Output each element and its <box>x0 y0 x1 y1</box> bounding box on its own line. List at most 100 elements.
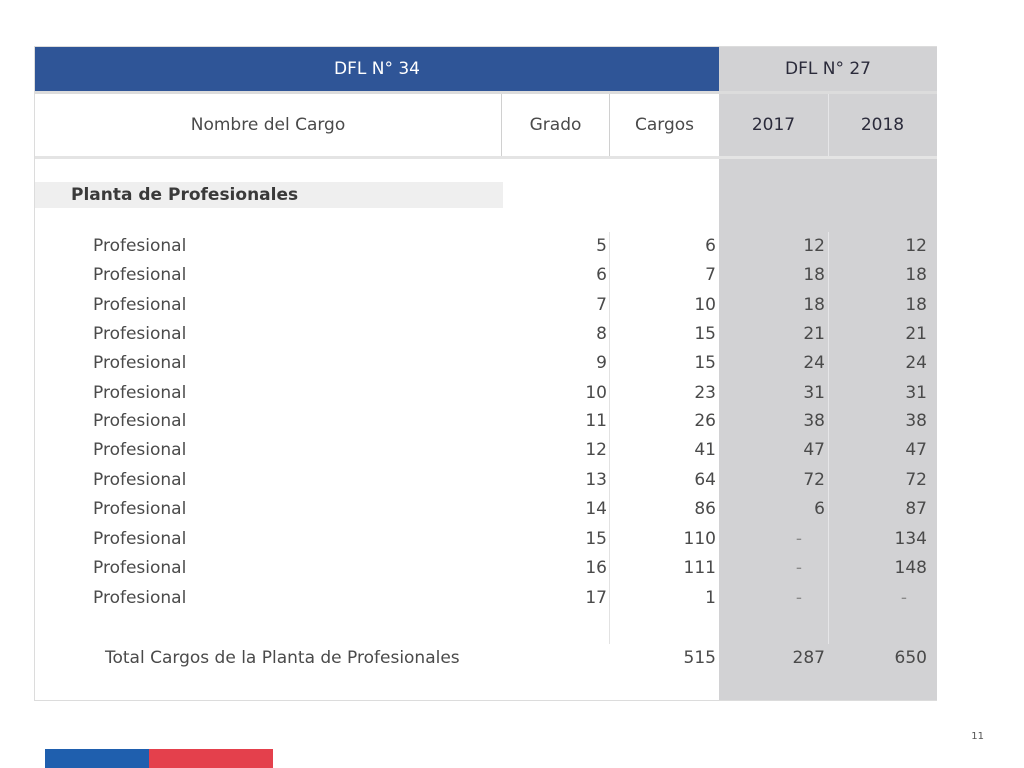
cell-cargos: 10 <box>694 295 716 315</box>
cell-grado: 11 <box>585 411 607 431</box>
cell-2017: 21 <box>803 324 825 344</box>
section-title: Planta de Profesionales <box>71 185 299 205</box>
table-row: Profesional 10 23 31 31 <box>35 379 937 408</box>
dfl27-header-title: DFL N° 27 <box>785 59 871 79</box>
cell-name: Profesional <box>93 353 187 373</box>
table-row: Profesional 8 15 21 21 <box>35 320 937 349</box>
col-header-2018: 2018 <box>860 115 905 135</box>
cell-2017: 38 <box>803 411 825 431</box>
column-divider <box>501 94 502 156</box>
cell-2018: - <box>900 588 907 608</box>
table-row: Profesional 6 7 18 18 <box>35 261 937 290</box>
cell-2018: 72 <box>905 470 927 490</box>
column-header-divider <box>35 156 937 159</box>
cell-name: Profesional <box>93 440 187 460</box>
cell-name: Profesional <box>93 236 187 256</box>
flag-stripe-red <box>149 749 273 768</box>
table-row: Profesional 7 10 18 18 <box>35 291 937 320</box>
table-row: Profesional 5 6 12 12 <box>35 232 937 261</box>
cell-name: Profesional <box>93 295 187 315</box>
cell-2018: 134 <box>894 529 927 549</box>
cell-cargos: 23 <box>694 383 716 403</box>
cell-2018: 47 <box>905 440 927 460</box>
cell-name: Profesional <box>93 558 187 578</box>
cell-cargos: 1 <box>705 588 716 608</box>
cell-grado: 8 <box>596 324 607 344</box>
cell-name: Profesional <box>93 499 187 519</box>
dfl34-header: DFL N° 34 <box>35 47 719 91</box>
cell-2017: 12 <box>803 236 825 256</box>
cell-grado: 13 <box>585 470 607 490</box>
cell-cargos: 7 <box>705 265 716 285</box>
cell-name: Profesional <box>93 470 187 490</box>
dfl27-header: DFL N° 27 <box>719 47 937 91</box>
table-row: Profesional 12 41 47 47 <box>35 436 937 465</box>
cell-grado: 16 <box>585 558 607 578</box>
cell-cargos: 64 <box>694 470 716 490</box>
total-2018: 650 <box>894 648 927 668</box>
total-2017: 287 <box>792 648 825 668</box>
total-label: Total Cargos de la Planta de Profesional… <box>105 648 460 668</box>
cell-name: Profesional <box>93 411 187 431</box>
cell-name: Profesional <box>93 265 187 285</box>
column-divider <box>609 232 610 644</box>
page-number: 11 <box>971 731 984 742</box>
cell-2017: - <box>795 558 802 578</box>
cell-cargos: 86 <box>694 499 716 519</box>
cell-grado: 9 <box>596 353 607 373</box>
cell-2017: 6 <box>814 499 825 519</box>
cell-2018: 87 <box>905 499 927 519</box>
table-row: Profesional 17 1 - - <box>35 584 937 613</box>
cell-cargos: 111 <box>683 558 716 578</box>
col-header-cargos: Cargos <box>634 115 695 135</box>
cell-grado: 5 <box>596 236 607 256</box>
table-row: Profesional 13 64 72 72 <box>35 466 937 495</box>
cell-grado: 15 <box>585 529 607 549</box>
col-header-name: Nombre del Cargo <box>190 115 346 135</box>
cell-2018: 18 <box>905 265 927 285</box>
table-row: Profesional 11 26 38 38 <box>35 407 937 436</box>
section-band <box>35 182 503 208</box>
flag-stripe-blue <box>45 749 149 768</box>
table-row: Profesional 9 15 24 24 <box>35 349 937 378</box>
cell-2017: 24 <box>803 353 825 373</box>
cell-cargos: 15 <box>694 324 716 344</box>
cell-grado: 6 <box>596 265 607 285</box>
cell-grado: 17 <box>585 588 607 608</box>
cell-cargos: 110 <box>683 529 716 549</box>
col-header-2017: 2017 <box>751 115 796 135</box>
column-divider <box>609 94 610 156</box>
staffing-table: DFL N° 34 DFL N° 27 Nombre del Cargo Gra… <box>34 46 937 701</box>
cell-cargos: 41 <box>694 440 716 460</box>
cell-2017: 31 <box>803 383 825 403</box>
total-cargos: 515 <box>683 648 716 668</box>
table-row: Profesional 14 86 6 87 <box>35 495 937 524</box>
cell-cargos: 15 <box>694 353 716 373</box>
cell-2018: 18 <box>905 295 927 315</box>
cell-2017: - <box>795 529 802 549</box>
cell-grado: 14 <box>585 499 607 519</box>
cell-grado: 7 <box>596 295 607 315</box>
cell-name: Profesional <box>93 529 187 549</box>
column-divider <box>828 94 829 156</box>
cell-2018: 24 <box>905 353 927 373</box>
cell-2018: 12 <box>905 236 927 256</box>
col-header-grado: Grado <box>529 115 582 135</box>
cell-cargos: 6 <box>705 236 716 256</box>
cell-grado: 12 <box>585 440 607 460</box>
cell-2017: - <box>795 588 802 608</box>
cell-name: Profesional <box>93 588 187 608</box>
cell-2017: 47 <box>803 440 825 460</box>
cell-2018: 21 <box>905 324 927 344</box>
total-row: Total Cargos de la Planta de Profesional… <box>35 643 937 673</box>
dfl34-header-title: DFL N° 34 <box>334 59 420 79</box>
column-divider <box>828 232 829 644</box>
cell-cargos: 26 <box>694 411 716 431</box>
cell-2018: 38 <box>905 411 927 431</box>
cell-name: Profesional <box>93 324 187 344</box>
cell-2017: 18 <box>803 295 825 315</box>
cell-grado: 10 <box>585 383 607 403</box>
cell-2017: 72 <box>803 470 825 490</box>
cell-2017: 18 <box>803 265 825 285</box>
table-row: Profesional 15 110 - 134 <box>35 525 937 554</box>
